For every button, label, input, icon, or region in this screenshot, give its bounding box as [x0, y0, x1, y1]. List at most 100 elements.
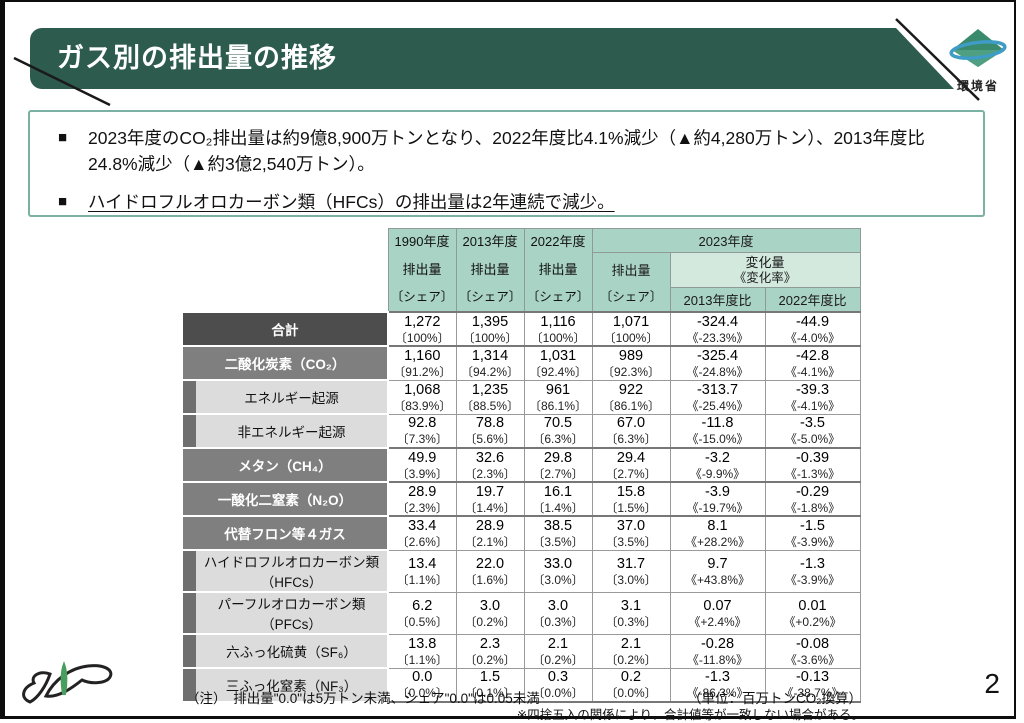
summary-bullet-1: ■ 2023年度のCO₂排出量は約9億8,900万トンとなり、2022年度比4.… — [58, 125, 965, 178]
data-cell: 67.0 〔6.3%〕 — [591, 413, 671, 449]
header-2022: 2022年度 排出量 〔シェア〕 — [523, 228, 593, 313]
data-cell: 78.8 〔5.6%〕 — [455, 413, 525, 449]
table-row: 代替フロン等４ガス 33.4 〔2.6%〕 28.9 〔2.1%〕 38.5 〔3.5%〕 3… — [183, 515, 861, 551]
summary-bullet-1-text: 2023年度のCO₂排出量は約9億8,900万トンとなり、2022年度比4.1%… — [88, 128, 925, 175]
row-label: パーフルオロカーボン類（PFCs） — [183, 592, 389, 635]
data-cell: 70.5 〔6.3%〕 — [523, 413, 593, 449]
row-label: ハイドロフルオロカーボン類（HFCs） — [183, 550, 389, 593]
data-cell: 28.9 〔2.3%〕 — [387, 481, 457, 517]
row-label: 一酸化二窒素（N₂O） — [183, 482, 389, 517]
data-cell: 37.0 〔3.5%〕 — [591, 515, 671, 551]
data-cell: 1,068 〔83.9%〕 — [387, 379, 457, 415]
table-row: 合計 1,272 〔100%〕 1,395 〔100%〕 1,116 〔100%〕 1,071… — [183, 311, 861, 347]
data-cell: -3.9 《-19.7%》 — [669, 481, 766, 517]
table-row: 二酸化炭素（CO₂） 1,160 〔91.2%〕 1,314 〔94.2%〕 1,031 〔… — [183, 345, 861, 381]
data-cell: 0.07 《+2.4%》 — [669, 591, 766, 635]
data-cell: -39.3 《-4.1%》 — [764, 379, 861, 415]
data-cell: -324.4 《-23.3%》 — [669, 311, 766, 347]
data-cell: 922 〔86.1%〕 — [591, 379, 671, 415]
table-row: 非エネルギー起源 92.8 〔7.3%〕 78.8 〔5.6%〕 70.5 〔6.3%〕 67… — [183, 413, 861, 449]
data-cell: 6.2 〔0.5%〕 — [387, 591, 457, 635]
data-cell: 0.3 〔0.0%〕 — [523, 667, 593, 703]
data-cell: 1,272 〔100%〕 — [387, 311, 457, 347]
data-cell: 1,314 〔94.2%〕 — [455, 345, 525, 381]
summary-bullet-2: ■ ハイドロフルオロカーボン類（HFCs）の排出量は2年連続で減少。 — [58, 189, 965, 215]
data-cell: 0.0 〔0.0%〕 — [387, 667, 457, 703]
data-cell: 32.6 〔2.3%〕 — [455, 447, 525, 483]
data-cell: 3.0 〔0.2%〕 — [455, 591, 525, 635]
bullet-square-icon: ■ — [58, 192, 68, 210]
summary-bullet-2-text: ハイドロフルオロカーボン類（HFCs）の排出量は2年連続で減少。 — [88, 191, 615, 212]
table-row: 六ふっ化硫黄（SF₆） 13.8 〔1.1%〕 2.3 〔0.2%〕 2.1 〔0.2%〕 2… — [183, 633, 861, 669]
data-cell: -1.5 《-3.9%》 — [764, 515, 861, 551]
data-cell: 1,160 〔91.2%〕 — [387, 345, 457, 381]
data-cell: 2.1 〔0.2%〕 — [591, 633, 671, 669]
data-cell: 8.1 《+28.2%》 — [669, 515, 766, 551]
data-cell: -42.8 《-4.1%》 — [764, 345, 861, 381]
data-cell: -0.13 《-38.7%》 — [764, 667, 861, 703]
note-rounding: ※四捨五入の関係により、合計値等が一致しない場合がある。 — [516, 708, 864, 722]
header-2023: 2023年度 — [591, 228, 861, 253]
summary-box: ■ 2023年度のCO₂排出量は約9億8,900万トンとなり、2022年度比4.… — [28, 110, 985, 217]
page-title: ガス別の排出量の推移 — [57, 43, 337, 73]
page-number: 2 — [984, 668, 1000, 699]
title-bar: ガス別の排出量の推移 — [30, 28, 954, 89]
row-label: 合計 — [183, 311, 389, 347]
table-row: 一酸化二窒素（N₂O） 28.9 〔2.3%〕 19.7 〔1.4%〕 16.1 〔1.4%… — [183, 481, 861, 517]
data-cell: 2.1 〔0.2%〕 — [523, 633, 593, 669]
row-label: 非エネルギー起源 — [183, 414, 389, 449]
table-row: メタン（CH₄） 49.9 〔3.9%〕 32.6 〔2.3%〕 29.8 〔2.7%〕 29… — [183, 447, 861, 483]
note-threshold: （注） 排出量"0.0"は5万トン未満、シェア"0.0"は0.05未満 — [186, 691, 540, 706]
data-cell: 13.8 〔1.1%〕 — [387, 633, 457, 669]
ministry-logo-icon — [949, 29, 1007, 67]
header-vs-2013: 2013年度比 — [669, 286, 766, 313]
data-cell: 49.9 〔3.9%〕 — [387, 447, 457, 483]
data-cell: 3.0 〔0.3%〕 — [523, 591, 593, 635]
row-label: 代替フロン等４ガス — [183, 516, 389, 551]
emissions-table: 1990年度 排出量 〔シェア〕 2013年度 排出量 〔シェア〕 2022年度… — [183, 228, 861, 703]
data-cell: 989 〔92.3%〕 — [591, 345, 671, 381]
data-cell: 33.4 〔2.6%〕 — [387, 515, 457, 551]
data-cell: -0.28 《-11.8%》 — [669, 633, 766, 669]
data-cell: -0.29 《-1.8%》 — [764, 481, 861, 517]
moe-swoosh-logo-icon — [22, 661, 113, 704]
data-cell: -44.9 《-4.0%》 — [764, 311, 861, 347]
header-blank-cell — [183, 229, 388, 313]
note-unit: （単位：百万トンCO₂換算） — [688, 691, 862, 706]
data-cell: -0.39 《-1.3%》 — [764, 447, 861, 483]
row-label: メタン（CH₄） — [183, 448, 389, 483]
ministry-logo: 環境省 — [942, 26, 1014, 93]
header-2013: 2013年度 排出量 〔シェア〕 — [455, 228, 525, 313]
data-cell: 38.5 〔3.5%〕 — [523, 515, 593, 551]
data-cell: 16.1 〔1.4%〕 — [523, 481, 593, 517]
emissions-table-header: 1990年度 排出量 〔シェア〕 2013年度 排出量 〔シェア〕 2022年度… — [183, 228, 861, 313]
data-cell: 1,395 〔100%〕 — [455, 311, 525, 347]
data-cell: -11.8 《-15.0%》 — [669, 413, 766, 449]
data-cell: 9.7 《+43.8%》 — [669, 549, 766, 593]
data-cell: 29.4 〔2.7%〕 — [591, 447, 671, 483]
data-cell: -313.7 《-25.4%》 — [669, 379, 766, 415]
row-label: エネルギー起源 — [183, 380, 389, 415]
data-cell: -3.5 《-5.0%》 — [764, 413, 861, 449]
header-2023-emissions: 排出量 〔シェア〕 — [591, 252, 671, 313]
data-cell: 33.0 〔3.0%〕 — [523, 549, 593, 593]
data-cell: 13.4 〔1.1%〕 — [387, 549, 457, 593]
data-cell: 0.2 〔0.0%〕 — [591, 667, 671, 703]
data-cell: 22.0 〔1.6%〕 — [455, 549, 525, 593]
data-cell: 0.01 《+0.2%》 — [764, 591, 861, 635]
data-cell: 29.8 〔2.7%〕 — [523, 447, 593, 483]
data-cell: 92.8 〔7.3%〕 — [387, 413, 457, 449]
bullet-square-icon: ■ — [58, 129, 68, 146]
data-cell: -1.3 《-3.9%》 — [764, 549, 861, 593]
row-label: 六ふっ化硫黄（SF₆） — [183, 634, 389, 669]
table-row: パーフルオロカーボン類（PFCs） 6.2 〔0.5%〕 3.0 〔0.2%〕 3.0 〔0… — [183, 591, 861, 635]
data-cell: 31.7 〔3.0%〕 — [591, 549, 671, 593]
data-cell: 15.8 〔1.5%〕 — [591, 481, 671, 517]
data-cell: -3.2 《-9.9%》 — [669, 447, 766, 483]
data-cell: -1.3 《-86.3%》 — [669, 667, 766, 703]
emissions-table-body: 合計 1,272 〔100%〕 1,395 〔100%〕 1,116 〔100%〕 1,071… — [183, 311, 861, 703]
table-row: ハイドロフルオロカーボン類（HFCs） 13.4 〔1.1%〕 22.0 〔1.6%〕 3… — [183, 549, 861, 593]
table-row: エネルギー起源 1,068 〔83.9%〕 1,235 〔88.5%〕 961 〔86.1%… — [183, 379, 861, 415]
table-row: 三ふっ化窒素（NF₃） 0.0 〔0.0%〕 1.5 〔0.1%〕 0.3 〔0.0%〕 0.… — [183, 667, 861, 703]
data-cell: 1.5 〔0.1%〕 — [455, 667, 525, 703]
